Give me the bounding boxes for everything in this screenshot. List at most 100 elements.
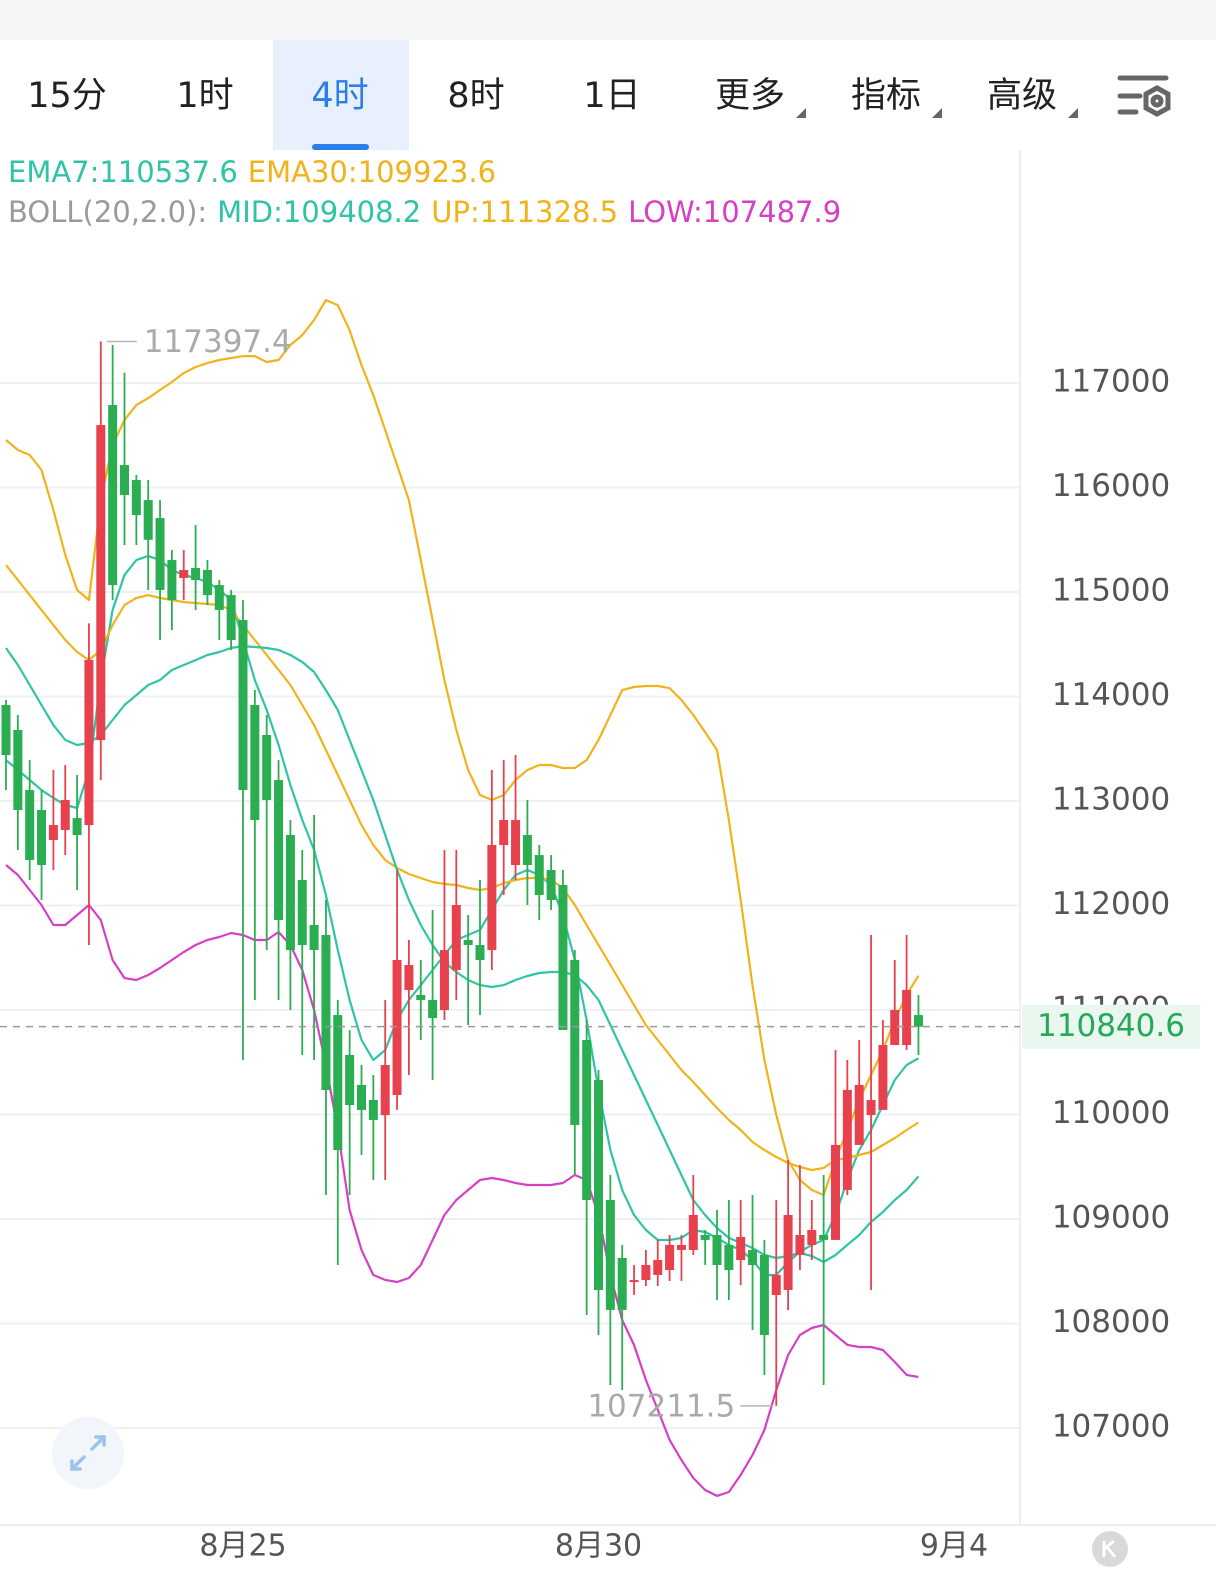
indicator-line	[5, 554, 919, 1277]
candle-body	[795, 1235, 805, 1255]
y-tick-label: 114000	[1052, 677, 1170, 713]
candle-body	[202, 569, 212, 596]
candle-body	[37, 810, 47, 865]
legend-name: UP:	[431, 195, 479, 229]
legend-name: LOW:	[628, 195, 703, 229]
candle-body	[96, 425, 106, 741]
candle-body	[605, 1200, 615, 1310]
y-tick-label: 115000	[1052, 573, 1170, 609]
candle-body	[913, 1015, 923, 1027]
candle-body	[546, 869, 556, 900]
candle-body	[285, 834, 295, 951]
tab[interactable]: 1时	[176, 76, 233, 116]
legend-row: EMA7:110537.6 EMA30:109923.6	[8, 155, 496, 189]
candle-body	[902, 989, 912, 1046]
legend-value: 109408.2	[283, 195, 421, 229]
last-price-box	[1022, 1004, 1200, 1049]
candle-body	[25, 790, 35, 861]
candle-body	[84, 659, 94, 826]
low-label: 107211.5	[587, 1388, 735, 1424]
candle-body	[831, 1144, 840, 1240]
candle-body	[13, 729, 23, 811]
logo-glyph	[1102, 1539, 1117, 1558]
high-label: 117397.4	[144, 324, 292, 360]
candle-body	[297, 880, 307, 946]
overlay-layer: 117397.4 107211.5 110840.6 EMA7:110537.6 EMA…	[0, 155, 1200, 1424]
tab[interactable]: 15分	[27, 76, 107, 116]
dropdown-arrow[interactable]	[932, 108, 942, 118]
candle-body	[807, 1229, 817, 1245]
dropdown-arrow[interactable]	[1068, 108, 1078, 118]
tab[interactable]: 4时	[311, 76, 368, 116]
candle-body	[309, 924, 319, 951]
indicator-line	[5, 564, 919, 1172]
candle-body	[558, 885, 568, 1030]
y-tick-label: 113000	[1052, 782, 1170, 818]
candle-body	[641, 1265, 651, 1281]
legend-name: EMA30:	[248, 155, 358, 189]
candle-body	[629, 1280, 639, 1283]
y-tick-label: 112000	[1052, 886, 1170, 922]
indicator-line	[5, 299, 920, 1197]
x-tick-label: 8月30	[555, 1529, 642, 1564]
dropdown-arrow[interactable]	[796, 108, 806, 118]
y-tick-label: 116000	[1052, 468, 1170, 504]
expand-bg	[52, 1417, 124, 1489]
candle-body	[463, 940, 473, 946]
candle-body	[783, 1214, 793, 1290]
candle-body	[665, 1244, 675, 1271]
legend-name: MID:	[217, 195, 283, 229]
tab[interactable]: 8时	[447, 76, 504, 116]
candle-body	[262, 734, 272, 800]
grid-layer: 1070001080001090001100001110001120001130…	[0, 364, 1170, 1564]
candle-body	[380, 1064, 390, 1116]
legend-value: 109923.6	[358, 155, 496, 189]
candle-body	[368, 1100, 378, 1120]
candle-body	[511, 820, 521, 865]
expand-glyph	[70, 1435, 106, 1471]
tab[interactable]: 更多	[715, 76, 785, 116]
candle-body	[179, 569, 189, 579]
legend-name: EMA7:	[8, 155, 99, 189]
tab[interactable]: 高级	[987, 76, 1057, 116]
y-tick-label: 110000	[1052, 1095, 1170, 1131]
last-price-label: 110840.6	[1037, 1008, 1185, 1044]
settings-icon[interactable]	[1117, 75, 1171, 117]
candle-body	[274, 780, 284, 921]
candle-body	[108, 404, 118, 586]
y-tick-label: 107000	[1052, 1409, 1170, 1445]
candle-body	[570, 959, 580, 1125]
candle-body	[333, 1015, 343, 1151]
candle-body	[487, 845, 497, 951]
selected-tab-indicator	[312, 144, 369, 150]
candle-body	[451, 905, 461, 971]
candle-body	[700, 1235, 710, 1240]
candle-body	[617, 1258, 627, 1310]
candle-body	[842, 1089, 852, 1190]
candle-body	[167, 560, 177, 601]
candle-body	[712, 1235, 722, 1266]
lines-layer	[5, 299, 920, 1497]
candle-body	[748, 1249, 758, 1266]
candle-body	[854, 1084, 864, 1145]
candle-body	[736, 1237, 746, 1260]
candle-body	[676, 1244, 686, 1250]
candle-body	[1, 704, 11, 756]
candle-body	[594, 1080, 603, 1290]
candle-body	[771, 1274, 781, 1295]
y-tick-label: 108000	[1052, 1304, 1170, 1340]
tab[interactable]: 1日	[583, 76, 640, 116]
candle-body	[819, 1235, 829, 1240]
candle-body	[250, 704, 260, 821]
status-strip	[0, 0, 1216, 40]
candle-body	[214, 585, 224, 611]
expand-button[interactable]	[52, 1417, 124, 1489]
candle-body	[404, 964, 414, 990]
tab-bar	[0, 40, 1216, 150]
logo	[1092, 1531, 1128, 1567]
candle-body	[60, 799, 70, 830]
tab[interactable]: 指标	[851, 76, 921, 116]
candle-body	[890, 1010, 900, 1046]
